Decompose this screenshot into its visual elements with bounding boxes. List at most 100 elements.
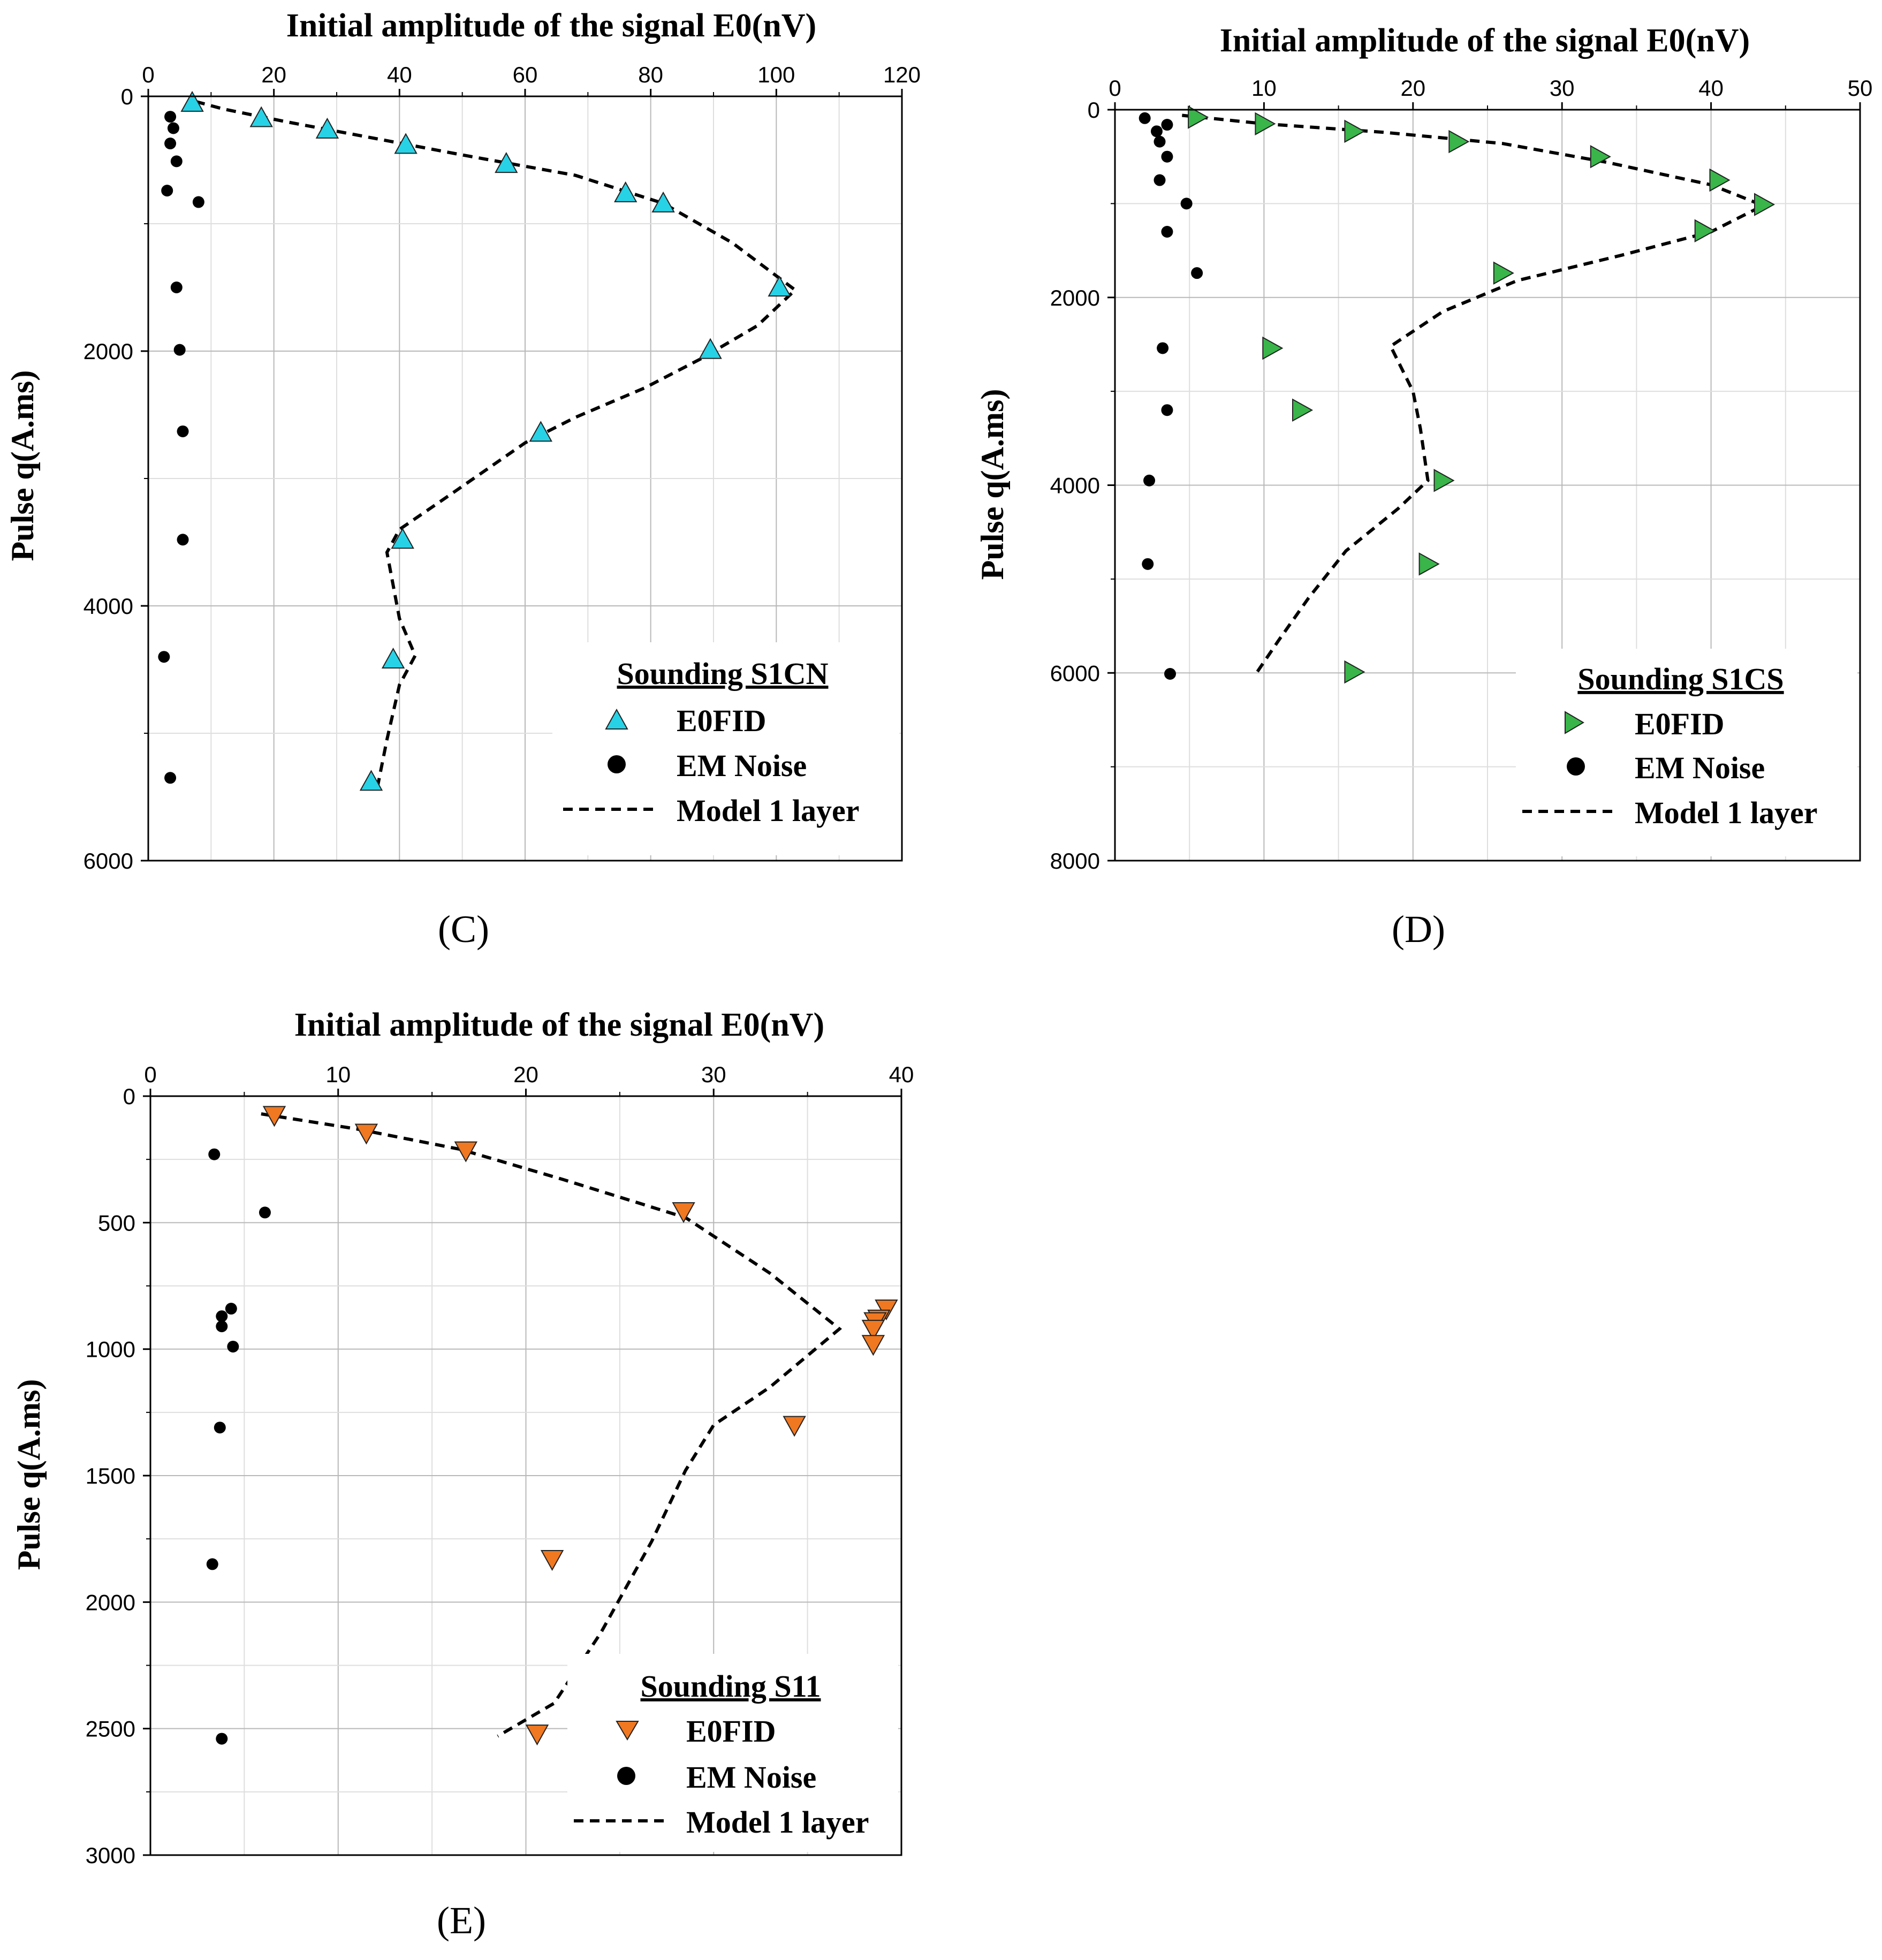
y-tick-label: 6000 bbox=[1050, 660, 1100, 686]
e0fid-point bbox=[525, 1725, 549, 1746]
x-tick-label: 30 bbox=[701, 1062, 726, 1087]
legend-box bbox=[567, 1654, 898, 1852]
y-axis-title: Pulse q(A.ms) bbox=[5, 370, 40, 561]
e0fid-point bbox=[315, 117, 339, 139]
noise-point bbox=[1161, 225, 1173, 238]
x-tick-label: 120 bbox=[883, 62, 921, 87]
noise-point bbox=[164, 772, 177, 784]
tick-labels: 0 10 20 30 40 50 0 2000 4000 6000 8000 bbox=[1050, 75, 1873, 873]
noise-point bbox=[1143, 474, 1156, 487]
x-axis-title: Initial amplitude of the signal E0(nV) bbox=[1220, 22, 1750, 59]
plot-frame bbox=[1114, 109, 1861, 862]
noise-point bbox=[1191, 267, 1203, 279]
panel-d: Initial amplitude of the signal E0(nV) P… bbox=[975, 22, 1872, 951]
e0fid-point bbox=[1292, 398, 1314, 422]
x-tick-label: 60 bbox=[513, 62, 538, 87]
legend-item-e0fid: E0FID bbox=[686, 1714, 776, 1749]
noise-point bbox=[164, 111, 177, 123]
y-axis-title: Pulse q(A.ms) bbox=[11, 1379, 47, 1570]
model-line bbox=[261, 1112, 843, 1738]
noise-point bbox=[158, 651, 170, 663]
e0fid-point bbox=[861, 1335, 885, 1356]
e0fid-point bbox=[391, 528, 414, 549]
noise-point bbox=[167, 122, 179, 134]
noise-point bbox=[216, 1320, 228, 1333]
e0fid-point bbox=[359, 770, 383, 791]
legend-item-model: Model 1 layer bbox=[677, 793, 859, 828]
y-tick-label: 500 bbox=[98, 1210, 135, 1235]
y-tick-label: 8000 bbox=[1050, 848, 1100, 873]
x-tick-label: 100 bbox=[757, 62, 795, 87]
y-axis-title: Pulse q(A.ms) bbox=[975, 389, 1010, 580]
plot-frame bbox=[147, 95, 903, 862]
y-tick-label: 0 bbox=[123, 1084, 135, 1109]
e0fid-point bbox=[1493, 261, 1514, 285]
panel-label: (D) bbox=[1392, 908, 1445, 951]
noise-point bbox=[173, 344, 186, 356]
noise-point bbox=[1142, 558, 1154, 570]
noise-point bbox=[164, 138, 177, 150]
legend-marker-e0fid bbox=[616, 1721, 639, 1741]
model-line bbox=[1181, 113, 1767, 674]
e0fid-point bbox=[1709, 168, 1731, 192]
e0fid-point bbox=[1590, 145, 1611, 169]
legend-item-noise: EM Noise bbox=[677, 748, 807, 783]
e0fid-point bbox=[1344, 119, 1365, 143]
legend-item-model: Model 1 layer bbox=[686, 1805, 869, 1840]
e0fid-point bbox=[783, 1416, 806, 1437]
noise-point bbox=[1161, 150, 1173, 163]
noise-point bbox=[1180, 197, 1193, 210]
noise-point bbox=[1139, 112, 1151, 124]
x-tick-label: 40 bbox=[889, 1062, 914, 1087]
e0fid-point bbox=[454, 1141, 477, 1163]
noise-point bbox=[177, 534, 189, 546]
e0fid-point bbox=[529, 421, 552, 442]
x-tick-label: 30 bbox=[1550, 75, 1575, 101]
e0fid-point bbox=[1255, 112, 1276, 135]
y-tick-label: 3000 bbox=[86, 1843, 135, 1868]
x-tick-label: 10 bbox=[1251, 75, 1277, 101]
legend-item-e0fid: E0FID bbox=[1635, 706, 1725, 741]
x-tick-label: 0 bbox=[142, 62, 154, 87]
x-axis-title: Initial amplitude of the signal E0(nV) bbox=[286, 7, 816, 44]
e0fid-point bbox=[672, 1202, 695, 1224]
y-tick-label: 2000 bbox=[86, 1590, 135, 1615]
x-tick-label: 0 bbox=[144, 1062, 156, 1087]
tick-labels: 0 10 20 30 40 0 500 1000 1500 2000 2500 3000 bbox=[86, 1062, 914, 1868]
e0fid-point bbox=[381, 647, 405, 668]
y-tick-label: 2000 bbox=[1050, 285, 1100, 310]
panel-e: Initial amplitude of the signal E0(nV) P… bbox=[11, 1007, 914, 1942]
e0fid-point bbox=[651, 191, 675, 212]
series-marks bbox=[206, 1106, 898, 1746]
panel-label: (E) bbox=[437, 1899, 486, 1942]
series-marks bbox=[158, 90, 798, 791]
y-tick-label: 1500 bbox=[86, 1463, 135, 1488]
y-tick-label: 6000 bbox=[84, 848, 133, 873]
e0fid-point bbox=[1418, 552, 1440, 576]
legend-marker-noise bbox=[1567, 757, 1585, 776]
e0fid-point bbox=[1694, 219, 1716, 242]
e0fid-point bbox=[540, 1550, 564, 1571]
x-tick-label: 0 bbox=[1109, 75, 1121, 101]
legend-marker-noise bbox=[617, 1767, 635, 1785]
x-tick-label: 20 bbox=[261, 62, 286, 87]
noise-point bbox=[216, 1310, 228, 1323]
e0fid-point bbox=[768, 275, 791, 297]
legend-title: Sounding S1CS bbox=[1577, 662, 1784, 696]
legend-item-model: Model 1 layer bbox=[1635, 795, 1817, 830]
legend-marker-e0fid bbox=[1565, 711, 1584, 734]
y-tick-label: 1000 bbox=[86, 1337, 135, 1362]
legend-item-noise: EM Noise bbox=[686, 1760, 816, 1795]
noise-point bbox=[1154, 135, 1166, 148]
e0fid-point bbox=[1262, 336, 1284, 360]
e0fid-point bbox=[861, 1319, 885, 1341]
noise-point bbox=[177, 425, 189, 437]
x-tick-label: 20 bbox=[1400, 75, 1425, 101]
x-axis-title: Initial amplitude of the signal E0(nV) bbox=[294, 1007, 824, 1043]
legend-title: Sounding S1CN bbox=[617, 656, 829, 691]
noise-point bbox=[216, 1733, 228, 1745]
x-tick-label: 20 bbox=[513, 1062, 538, 1087]
x-tick-label: 80 bbox=[638, 62, 663, 87]
e0fid-point bbox=[262, 1106, 286, 1127]
